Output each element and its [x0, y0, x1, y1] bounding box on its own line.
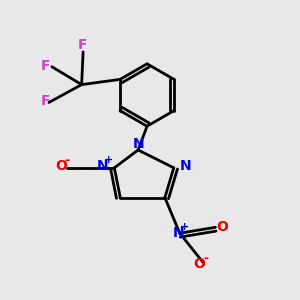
Text: F: F	[40, 59, 50, 73]
Text: -: -	[65, 154, 70, 167]
Text: F: F	[41, 94, 51, 108]
Text: O: O	[55, 159, 67, 173]
Text: N: N	[133, 137, 145, 151]
Text: N: N	[180, 159, 191, 173]
Text: O: O	[193, 257, 205, 272]
Text: O: O	[216, 220, 228, 234]
Text: +: +	[104, 155, 114, 165]
Text: F: F	[77, 38, 87, 52]
Text: -: -	[203, 252, 208, 265]
Text: N: N	[97, 159, 108, 173]
Text: N: N	[172, 226, 184, 240]
Text: +: +	[180, 222, 189, 232]
